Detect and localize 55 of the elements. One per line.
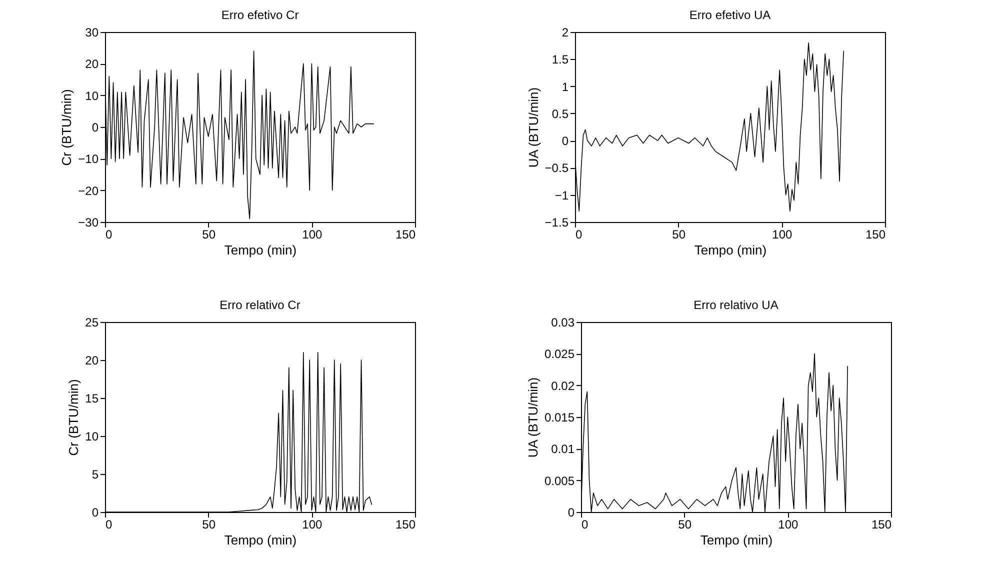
y-tick-label: 0 — [568, 506, 575, 520]
y-axis-title: UA (BTU/min) — [526, 87, 541, 168]
y-tick-label: 2 — [562, 26, 569, 40]
x-tick-label: 50 — [202, 228, 216, 242]
y-tick-label: 0.02 — [551, 378, 575, 393]
x-tick-label: 100 — [772, 228, 792, 242]
x-axis-title: Tempo (min) — [700, 532, 773, 548]
y-tick-label: 0.03 — [551, 316, 575, 330]
y-tick-label: 30 — [85, 26, 99, 40]
x-tick-label: 50 — [672, 228, 686, 242]
y-tick-label: 10 — [85, 88, 99, 103]
y-tick-label: 0 — [562, 134, 569, 148]
y-tick-label: 0 — [92, 506, 99, 520]
x-tick-label: 0 — [582, 518, 588, 532]
x-axis-title: Tempo (min) — [694, 242, 767, 258]
chart-title: Erro relativo Cr — [220, 298, 300, 312]
x-tick-label: 50 — [202, 518, 216, 532]
x-tick-label: 150 — [395, 518, 416, 532]
y-tick-label: 0.025 — [544, 347, 575, 362]
y-tick-label: −0.5 — [544, 161, 569, 176]
y-tick-label: 1 — [562, 80, 569, 94]
y-tick-label: 5 — [92, 468, 99, 482]
chart-title: Erro efetivo UA — [689, 8, 771, 22]
y-tick-label: 0.015 — [544, 410, 575, 424]
y-tick-label: 0.005 — [544, 474, 575, 488]
x-tick-label: 0 — [106, 518, 112, 532]
x-tick-label: 150 — [865, 228, 886, 242]
x-tick-label: 150 — [395, 228, 416, 242]
y-tick-label: 0.01 — [551, 442, 575, 456]
x-tick-label: 0 — [106, 228, 112, 242]
y-tick-label: −20 — [78, 184, 99, 198]
y-axis-title: UA (BTU/min) — [525, 377, 540, 458]
chart-title: Erro efetivo Cr — [221, 8, 299, 22]
y-tick-label: −10 — [78, 152, 99, 166]
x-tick-label: 50 — [678, 518, 692, 532]
y-tick-label: 20 — [85, 354, 99, 368]
x-axis-title: Tempo (min) — [224, 242, 297, 258]
y-tick-label: 15 — [85, 392, 99, 406]
y-tick-label: 10 — [85, 430, 99, 444]
chart-title: Erro relativo UA — [694, 298, 778, 312]
y-axis-title: Cr (BTU/min) — [59, 89, 74, 166]
y-tick-label: −1.5 — [544, 216, 569, 230]
y-tick-label: 0 — [92, 120, 99, 134]
x-tick-label: 100 — [302, 518, 322, 532]
x-axis-title: Tempo (min) — [224, 532, 297, 548]
x-tick-label: 150 — [871, 518, 892, 532]
y-tick-label: −30 — [78, 216, 99, 230]
y-tick-label: −1 — [554, 188, 569, 202]
y-tick-label: 1.5 — [552, 52, 569, 67]
y-tick-label: 0.5 — [552, 106, 569, 121]
y-tick-label: 20 — [85, 57, 99, 72]
y-tick-label: 25 — [85, 316, 99, 330]
x-tick-label: 100 — [302, 228, 322, 242]
x-tick-label: 100 — [778, 518, 798, 532]
y-axis-title: Cr (BTU/min) — [66, 379, 82, 456]
